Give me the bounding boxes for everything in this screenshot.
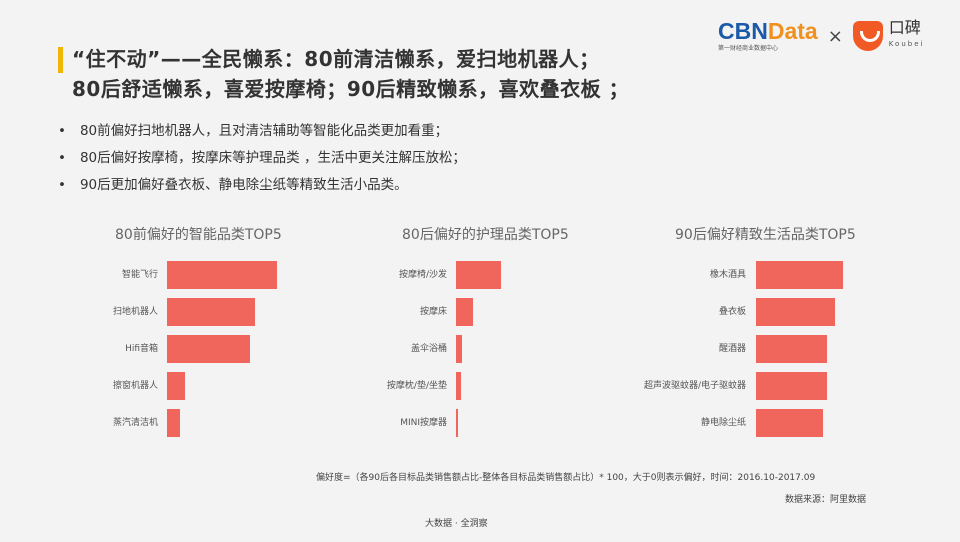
- bar: [756, 409, 823, 437]
- koubei-name: 口碑: [888, 18, 921, 37]
- cbn-subtitle: 第一财经商业数据中心: [718, 45, 779, 52]
- category-label: 超声波驱蚊器/电子驱蚊器: [643, 381, 746, 391]
- category-label: Hifi音箱: [125, 344, 158, 354]
- category-label: 按摩床: [419, 307, 447, 317]
- bar: [167, 298, 255, 326]
- preference-formula-note: 偏好度=（各90后各目标品类销售额占比-整体各目标品类销售额占比）* 100，大…: [316, 473, 816, 483]
- category-label: 盖伞浴桶: [410, 344, 447, 354]
- category-label: 按摩枕/垫/坐垫: [386, 381, 447, 391]
- bullet-item: 90后更加偏好叠衣板、静电除尘纸等精致生活小品类。: [58, 172, 466, 199]
- bar: [756, 335, 827, 363]
- cbndata-logo: CBNData 第一财经商业数据中心: [718, 18, 818, 53]
- category-label: MINI按摩器: [400, 418, 447, 428]
- chart-title: 80前偏好的智能品类TOP5: [115, 227, 282, 243]
- bullet-list: 80前偏好扫地机器人，且对清洁辅助等智能化品类更加看重； 80后偏好按摩椅，按摩…: [58, 118, 466, 199]
- category-label: 擦窗机器人: [112, 381, 158, 391]
- category-label: 扫地机器人: [112, 307, 158, 317]
- category-label: 智能飞行: [121, 270, 158, 280]
- category-label: 静电除尘纸: [700, 418, 746, 428]
- footer-slogan: 大数据 · 全洞察: [425, 519, 488, 529]
- bar: [167, 335, 250, 363]
- koubei-en: Koubei: [888, 40, 925, 48]
- page-title: “住不动”——全民懒系：80前清洁懒系，爱扫地机器人； 80后舒适懒系，喜爱按摩…: [72, 44, 629, 104]
- chart-title: 80后偏好的护理品类TOP5: [402, 227, 569, 243]
- bar: [167, 409, 180, 437]
- title-accent-bar: [58, 47, 63, 73]
- category-label: 叠衣板: [718, 307, 746, 317]
- data-source: 数据来源：阿里数据: [784, 495, 866, 505]
- bar: [167, 261, 277, 289]
- koubei-smile-icon: [852, 21, 883, 51]
- bar: [756, 372, 827, 400]
- bar: [167, 372, 185, 400]
- bar: [456, 335, 462, 363]
- times-sign: ×: [827, 25, 843, 47]
- category-label: 橡木酒具: [709, 270, 746, 280]
- koubei-logo-text: 口碑 Koubei: [889, 20, 925, 52]
- brand-logos: CBNData 第一财经商业数据中心 × 口碑 Koubei: [718, 18, 925, 53]
- title-line-1: “住不动”——全民懒系：80前清洁懒系，爱扫地机器人；: [72, 47, 600, 71]
- title-line-2: 80后舒适懒系，喜爱按摩椅；90后精致懒系，喜欢叠衣板 ；: [72, 77, 630, 101]
- bar: [756, 298, 835, 326]
- category-label: 醒酒器: [718, 344, 746, 354]
- bar: [456, 298, 473, 326]
- bar: [456, 261, 501, 289]
- bar: [456, 372, 461, 400]
- chart-title: 90后偏好精致生活品类TOP5: [675, 227, 856, 243]
- bar: [756, 261, 843, 289]
- data-text: Data: [767, 18, 818, 44]
- category-label: 按摩椅/沙发: [398, 270, 447, 280]
- bullet-item: 80前偏好扫地机器人，且对清洁辅助等智能化品类更加看重；: [58, 118, 466, 145]
- bullet-item: 80后偏好按摩椅，按摩床等护理品类 ，生活中更关注解压放松；: [58, 145, 466, 172]
- cbn-text: CBN: [718, 18, 768, 44]
- category-label: 蒸汽清洁机: [112, 418, 158, 428]
- bar: [456, 409, 458, 437]
